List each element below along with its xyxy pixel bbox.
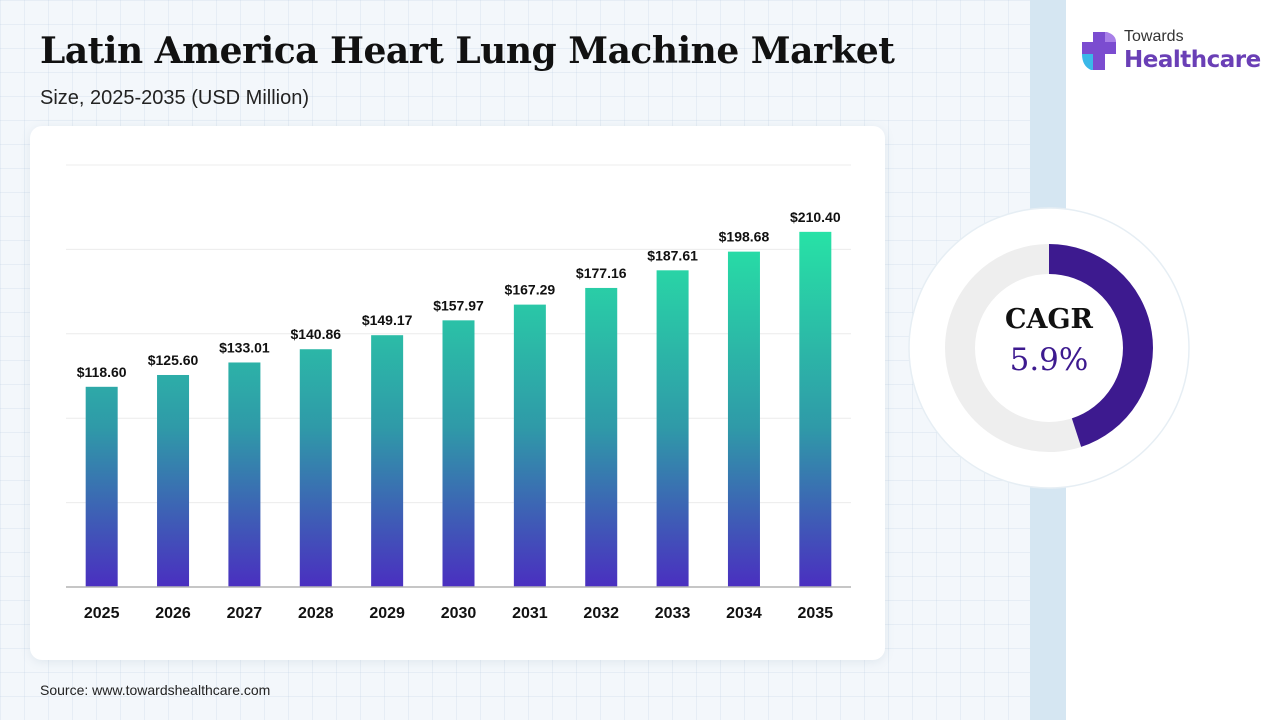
cagr-ring-progress	[1048, 244, 1153, 447]
x-tick-label: 2028	[298, 605, 334, 622]
data-label-2035: $210.40	[790, 209, 841, 225]
x-tick-label: 2031	[512, 605, 548, 622]
x-tick-label: 2030	[441, 605, 477, 622]
brand-logo: Towards Healthcare	[1080, 28, 1270, 78]
page-title: Latin America Heart Lung Machine Market	[40, 30, 895, 72]
data-label-2033: $187.61	[647, 247, 698, 263]
bar-2029	[371, 335, 404, 587]
bar-2032	[585, 287, 618, 587]
cagr-value: 5.9%	[1009, 342, 1089, 378]
chart-card: $118.60 2025 $125.60 2026 $133.01 2027 $140.86…	[30, 126, 885, 660]
bar-2027	[228, 362, 261, 587]
data-label-2032: $177.16	[576, 265, 627, 281]
x-tick-label: 2035	[798, 605, 834, 622]
source-text: Source: www.towardshealthcare.com	[40, 682, 271, 698]
data-label-2031: $167.29	[505, 282, 556, 298]
x-tick-label: 2033	[655, 605, 691, 622]
bar-2030	[442, 320, 475, 587]
cagr-badge: CAGR 5.9%	[908, 207, 1190, 489]
bar-2025	[85, 386, 118, 587]
x-tick-label: 2026	[155, 605, 191, 622]
page-subtitle: Size, 2025-2035 (USD Million)	[40, 87, 310, 109]
data-label-2027: $133.01	[219, 339, 270, 355]
bar-2035	[799, 231, 832, 588]
brand-name: Healthcare	[1124, 47, 1261, 73]
data-label-2029: $149.17	[362, 312, 413, 328]
bar-2034	[727, 251, 760, 587]
data-label-2026: $125.60	[148, 352, 199, 368]
x-tick-label: 2029	[369, 605, 405, 622]
data-label-2025: $118.60	[77, 364, 127, 380]
bar-2028	[299, 349, 332, 587]
x-tick-label: 2025	[84, 605, 120, 622]
data-label-2028: $140.86	[290, 326, 341, 342]
cagr-label: CAGR	[1005, 304, 1093, 335]
bar-2033	[656, 270, 689, 587]
x-tick-label: 2032	[583, 605, 619, 622]
data-label-2034: $198.68	[719, 229, 770, 245]
data-label-2030: $157.97	[433, 297, 484, 313]
x-tick-label: 2027	[227, 605, 263, 622]
medical-cross-icon	[1082, 32, 1116, 70]
bar-2031	[513, 304, 546, 587]
cagr-ring	[908, 207, 1190, 489]
x-tick-label: 2034	[726, 605, 762, 622]
bar-2026	[157, 374, 190, 587]
brand-top-text: Towards	[1124, 28, 1184, 45]
bar-chart: $118.60 2025 $125.60 2026 $133.01 2027 $140.86…	[66, 164, 851, 622]
